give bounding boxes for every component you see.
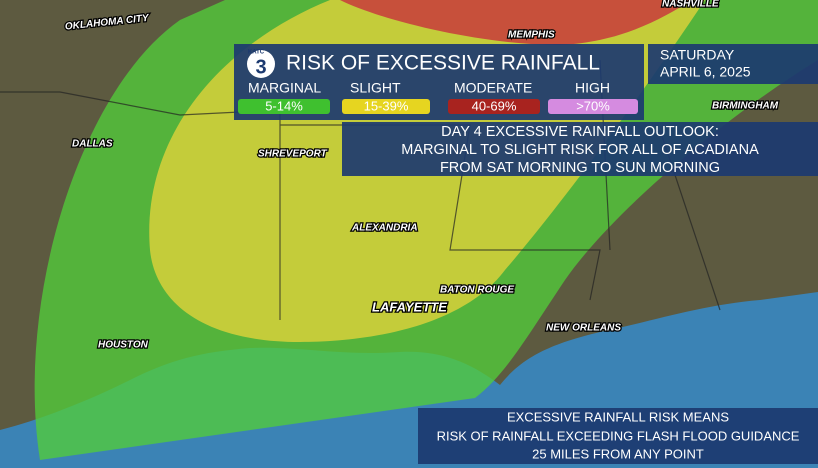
- city: NASHVILLE: [662, 0, 719, 10]
- city: NEW ORLEANS: [546, 323, 621, 334]
- legend-swatch: [238, 99, 330, 114]
- legend-range: 40-69%: [472, 98, 517, 113]
- date-panel: SATURDAY APRIL 6, 2025: [648, 44, 818, 84]
- legend-range: 15-39%: [364, 98, 409, 113]
- city: DALLAS: [72, 139, 113, 150]
- legend-swatch: [448, 99, 540, 114]
- moderate-area: [340, 0, 692, 45]
- city: HOUSTON: [98, 340, 149, 351]
- outlook-line: DAY 4 EXCESSIVE RAINFALL OUTLOOK:: [441, 124, 719, 140]
- date: APRIL 6, 2025: [660, 64, 751, 80]
- outlook-line: FROM SAT MORNING TO SUN MORNING: [440, 160, 720, 176]
- legend-label: MARGINAL: [248, 80, 321, 96]
- date-box: [648, 44, 818, 84]
- legend-label: MODERATE: [454, 80, 532, 96]
- city: SHREVEPORT: [258, 149, 328, 160]
- legend-label: HIGH: [575, 80, 610, 96]
- legend-swatch: [548, 99, 638, 114]
- city: BIRMINGHAM: [712, 101, 779, 112]
- footer-line: EXCESSIVE RAINFALL RISK MEANS: [507, 409, 729, 424]
- outlook-panel: DAY 4 EXCESSIVE RAINFALL OUTLOOK: MARGIN…: [342, 122, 818, 176]
- city: MEMPHIS: [508, 30, 555, 41]
- title-panel: 3 KATC RISK OF EXCESSIVE RAINFALL MARGIN…: [234, 44, 644, 120]
- legend-label: SLIGHT: [350, 80, 401, 96]
- outlook-box: [342, 122, 818, 176]
- footer-panel: EXCESSIVE RAINFALL RISK MEANS RISK OF RA…: [418, 408, 818, 464]
- outlook-line: MARGINAL TO SLIGHT RISK FOR ALL OF ACADI…: [401, 142, 759, 158]
- legend-range: 5-14%: [265, 98, 303, 113]
- legend-range: >70%: [576, 98, 610, 113]
- logo-number: 3: [255, 56, 266, 78]
- city: ALEXANDRIA: [351, 223, 418, 234]
- city: LAFAYETTE: [372, 299, 447, 314]
- title: RISK OF EXCESSIVE RAINFALL: [286, 52, 600, 75]
- city: BATON ROUGE: [440, 285, 514, 296]
- legend-swatch: [342, 99, 430, 114]
- logo: [247, 50, 275, 78]
- logo-text: KATC: [248, 50, 265, 56]
- footer-line: RISK OF RAINFALL EXCEEDING FLASH FLOOD G…: [437, 428, 800, 443]
- footer-box: [418, 408, 818, 464]
- footer-line: 25 MILES FROM ANY POINT: [532, 446, 704, 461]
- day: SATURDAY: [660, 47, 735, 63]
